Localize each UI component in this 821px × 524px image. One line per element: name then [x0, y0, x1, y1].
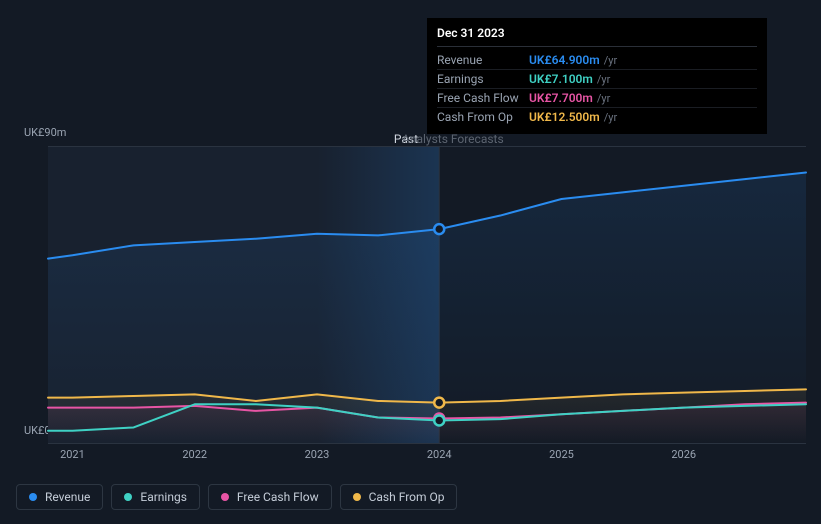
legend-item-cash-from-op[interactable]: Cash From Op	[340, 484, 458, 510]
legend-label: Revenue	[45, 490, 90, 504]
legend-dot-icon	[221, 493, 229, 501]
tooltip-date: Dec 31 2023	[437, 26, 757, 47]
x-tick: 2025	[549, 448, 574, 461]
legend-label: Cash From Op	[369, 490, 445, 504]
tooltip-row: RevenueUK£64.900m/yr	[437, 51, 757, 70]
tooltip-row-value: UK£12.500m	[529, 110, 600, 124]
legend-item-earnings[interactable]: Earnings	[111, 484, 200, 510]
x-tick: 2022	[182, 448, 207, 461]
x-tick: 2023	[305, 448, 330, 461]
x-tick: 2024	[427, 448, 452, 461]
tooltip-row-label: Free Cash Flow	[437, 91, 529, 105]
y-axis-label-max: UK£90m	[24, 126, 66, 139]
tooltip-row-label: Earnings	[437, 72, 529, 86]
tooltip-row-label: Revenue	[437, 53, 529, 67]
x-tick: 2021	[60, 448, 85, 461]
tooltip-row-unit: /yr	[604, 111, 617, 124]
legend-item-revenue[interactable]: Revenue	[16, 484, 103, 510]
tooltip-row-value: UK£7.700m	[529, 91, 593, 105]
tooltip-row-unit: /yr	[604, 54, 617, 67]
legend-item-free-cash-flow[interactable]: Free Cash Flow	[208, 484, 332, 510]
legend-label: Earnings	[140, 490, 187, 504]
tooltip-row-unit: /yr	[597, 92, 610, 105]
legend-dot-icon	[29, 493, 37, 501]
earnings-chart: UK£90m UK£0m Past Analysts Forecasts 202…	[16, 128, 806, 468]
tooltip-row-value: UK£64.900m	[529, 53, 600, 67]
tooltip-row: Free Cash FlowUK£7.700m/yr	[437, 89, 757, 108]
x-axis: 2021 2022 2023 2024 2025 2026	[48, 448, 806, 468]
tooltip-row-value: UK£7.100m	[529, 72, 593, 86]
x-tick: 2026	[671, 448, 696, 461]
chart-legend: Revenue Earnings Free Cash Flow Cash From O…	[16, 484, 457, 510]
tooltip-row: Cash From OpUK£12.500m/yr	[437, 108, 757, 126]
chart-plot-area[interactable]	[48, 146, 806, 444]
tooltip-row: EarningsUK£7.100m/yr	[437, 70, 757, 89]
tooltip-row-unit: /yr	[597, 73, 610, 86]
legend-label: Free Cash Flow	[237, 490, 319, 504]
section-label-forecast: Analysts Forecasts	[402, 132, 504, 146]
tooltip-row-label: Cash From Op	[437, 110, 529, 124]
legend-dot-icon	[353, 493, 361, 501]
chart-tooltip: Dec 31 2023 RevenueUK£64.900m/yrEarnings…	[427, 18, 767, 134]
legend-dot-icon	[124, 493, 132, 501]
